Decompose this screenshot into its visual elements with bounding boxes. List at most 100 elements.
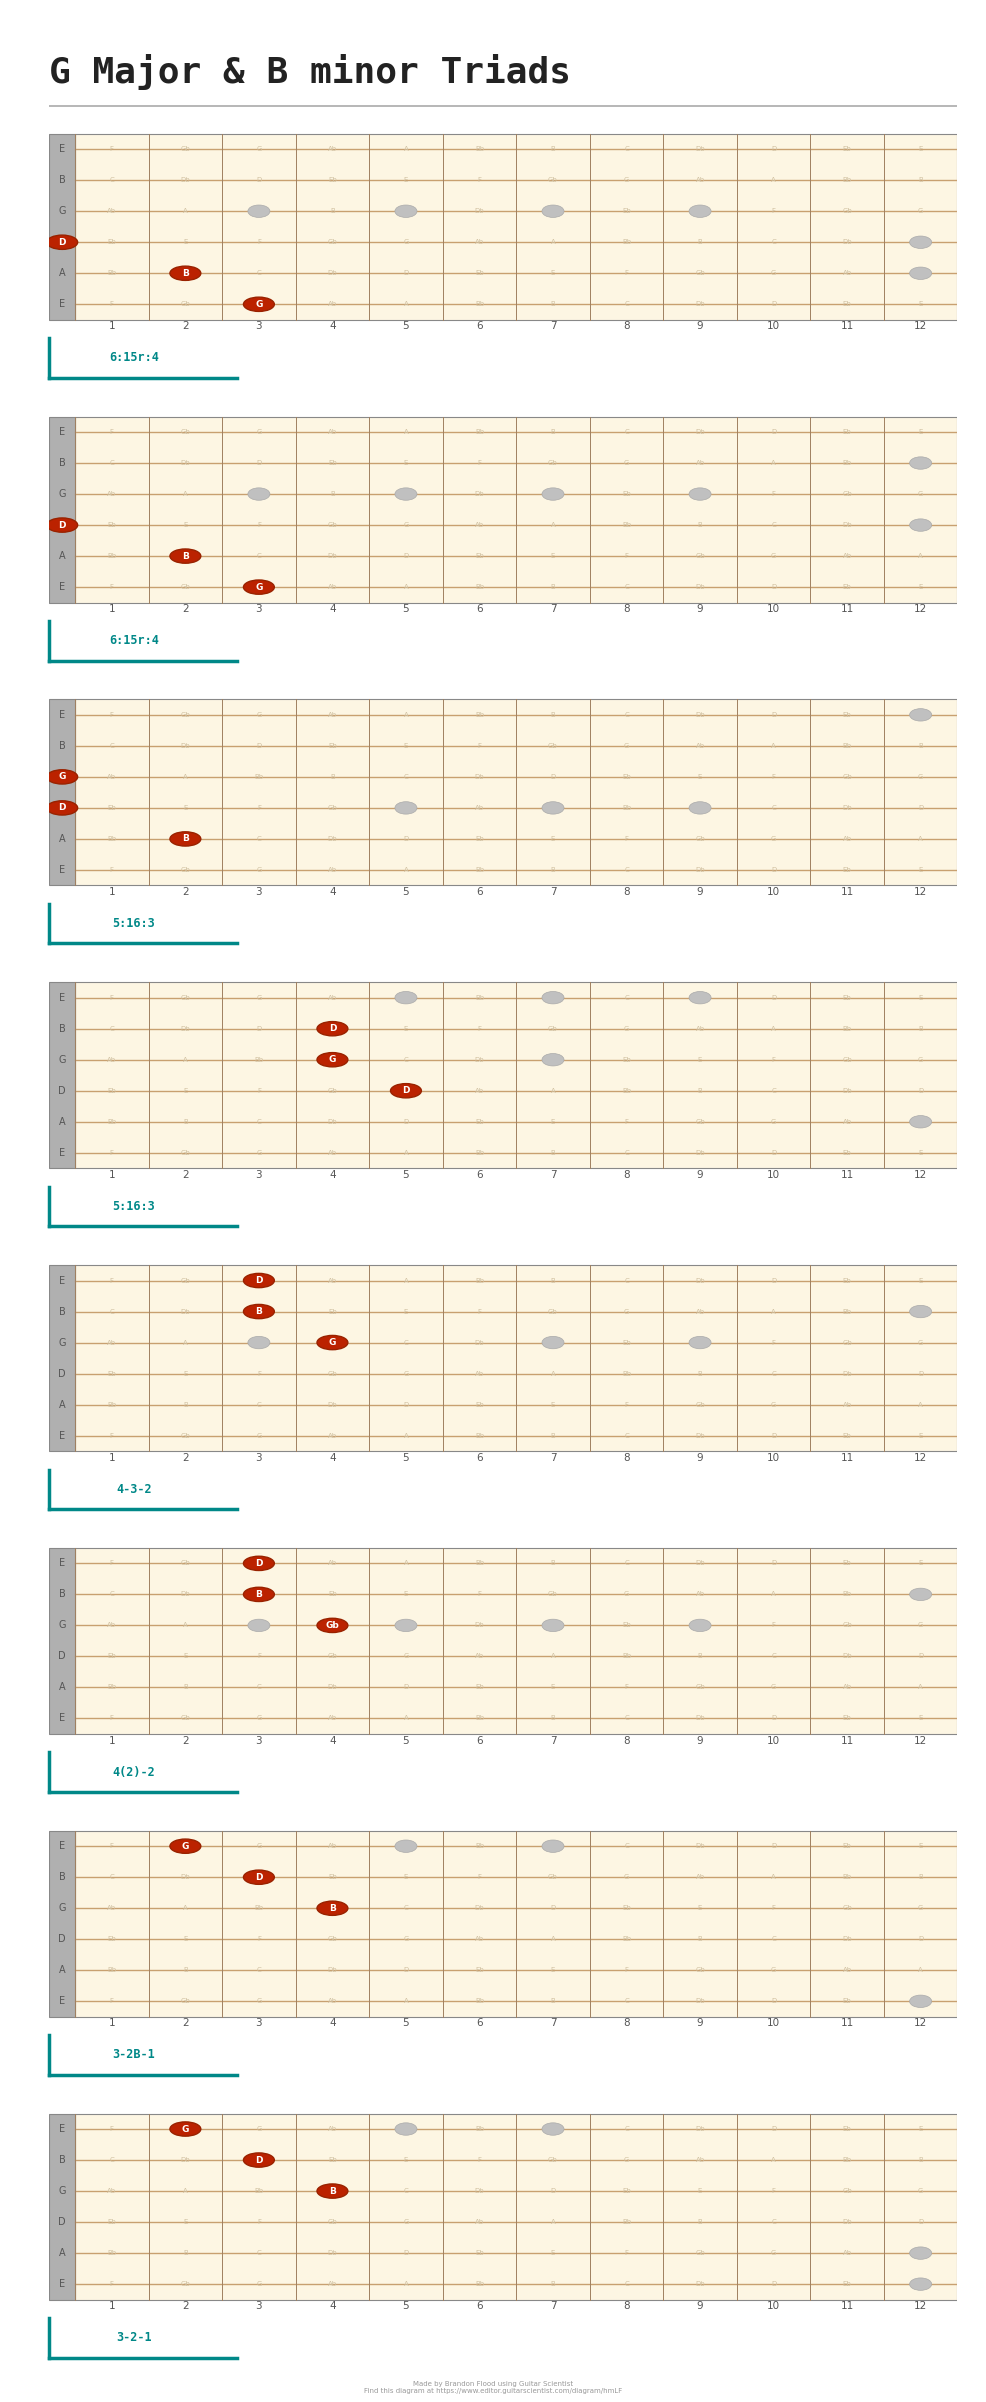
Text: D: D [770,867,775,872]
Text: D: D [917,1936,922,1943]
Text: E: E [403,461,408,466]
Text: A: A [403,430,408,435]
Text: C: C [403,490,408,497]
Text: Gb: Gb [841,1905,851,1912]
Text: E: E [550,552,554,560]
Text: C: C [403,1057,408,1062]
Text: C: C [623,867,628,872]
Text: Gb: Gb [180,867,190,872]
Text: Db: Db [180,2157,190,2164]
Text: Gb: Gb [841,773,851,781]
Text: D: D [770,1998,775,2003]
Text: E: E [59,1148,65,1158]
Text: C: C [256,1967,261,1974]
Text: E: E [59,581,65,593]
Text: E: E [59,144,65,154]
FancyBboxPatch shape [75,2114,956,2299]
Ellipse shape [170,831,200,846]
Text: B: B [59,1871,65,1883]
Text: B: B [329,209,334,214]
Text: E: E [550,2251,554,2255]
Text: F: F [477,1593,481,1597]
Text: B: B [697,2219,702,2224]
Text: F: F [109,2126,113,2133]
Text: D: D [58,2217,66,2227]
Text: G: G [256,2126,261,2133]
FancyBboxPatch shape [75,982,956,1167]
Text: Db: Db [327,1684,337,1691]
Text: E: E [918,1842,922,1850]
Ellipse shape [541,1840,563,1852]
Text: F: F [477,1309,481,1314]
Text: G: G [256,1842,261,1850]
Text: Ab: Ab [327,1432,336,1439]
Text: E: E [550,836,554,843]
Text: E: E [918,994,922,1002]
Text: A: A [403,300,408,307]
Text: D: D [770,147,775,151]
Text: Ab: Ab [842,836,851,843]
Text: G: G [917,2188,922,2193]
Text: C: C [623,1278,628,1283]
Text: F: F [109,1432,113,1439]
Text: 3-2B-1: 3-2B-1 [112,2049,155,2061]
Text: A: A [770,742,775,749]
Text: B: B [917,742,922,749]
Text: Eb: Eb [107,805,116,812]
Text: Bb: Bb [842,1874,851,1881]
Text: A: A [770,178,775,183]
Text: 7: 7 [549,1737,556,1746]
Text: B: B [181,552,188,560]
Text: A: A [770,1593,775,1597]
Text: Gb: Gb [325,1621,339,1631]
Text: Gb: Gb [327,1936,337,1943]
Text: Db: Db [694,2282,704,2287]
Text: D: D [58,1086,66,1095]
Text: Gb: Gb [180,300,190,307]
Text: 2: 2 [181,1170,188,1179]
Text: Bb: Bb [474,1715,483,1722]
Text: 12: 12 [913,1453,926,1463]
Text: C: C [770,805,775,812]
Text: G: G [181,2123,189,2133]
Text: E: E [59,2279,65,2289]
Text: D: D [58,521,66,531]
Text: G: G [623,1593,629,1597]
Text: E: E [918,584,922,591]
Text: Gb: Gb [180,711,190,718]
Text: G: G [328,1054,336,1064]
Text: G: G [403,1936,408,1943]
Text: C: C [403,773,408,781]
Text: Ab: Ab [107,490,116,497]
Text: G: G [256,711,261,718]
Text: C: C [109,178,114,183]
Text: B: B [59,459,65,468]
Text: D: D [770,711,775,718]
Text: B: B [550,147,555,151]
Text: C: C [109,1593,114,1597]
Text: E: E [550,1967,554,1974]
Text: 9: 9 [696,2301,703,2311]
FancyBboxPatch shape [75,699,956,886]
Text: 8: 8 [622,1170,629,1179]
Text: Eb: Eb [621,1905,630,1912]
Text: F: F [109,994,113,1002]
Text: 5:16:3: 5:16:3 [112,1201,155,1213]
Ellipse shape [394,1619,416,1631]
Text: D: D [770,1151,775,1155]
Text: A: A [182,1905,187,1912]
Text: A: A [182,2188,187,2193]
Text: E: E [183,1936,187,1943]
Text: B: B [59,1023,65,1033]
Text: Eb: Eb [327,2157,336,2164]
Text: B: B [59,1307,65,1316]
Text: A: A [917,552,922,560]
Text: Db: Db [841,521,851,528]
Text: Bb: Bb [842,178,851,183]
Text: G: G [256,1715,261,1722]
Text: Ab: Ab [474,1088,483,1093]
Text: D: D [550,490,555,497]
Text: Ab: Ab [695,1593,704,1597]
Text: F: F [771,209,775,214]
Text: 2: 2 [181,1737,188,1746]
